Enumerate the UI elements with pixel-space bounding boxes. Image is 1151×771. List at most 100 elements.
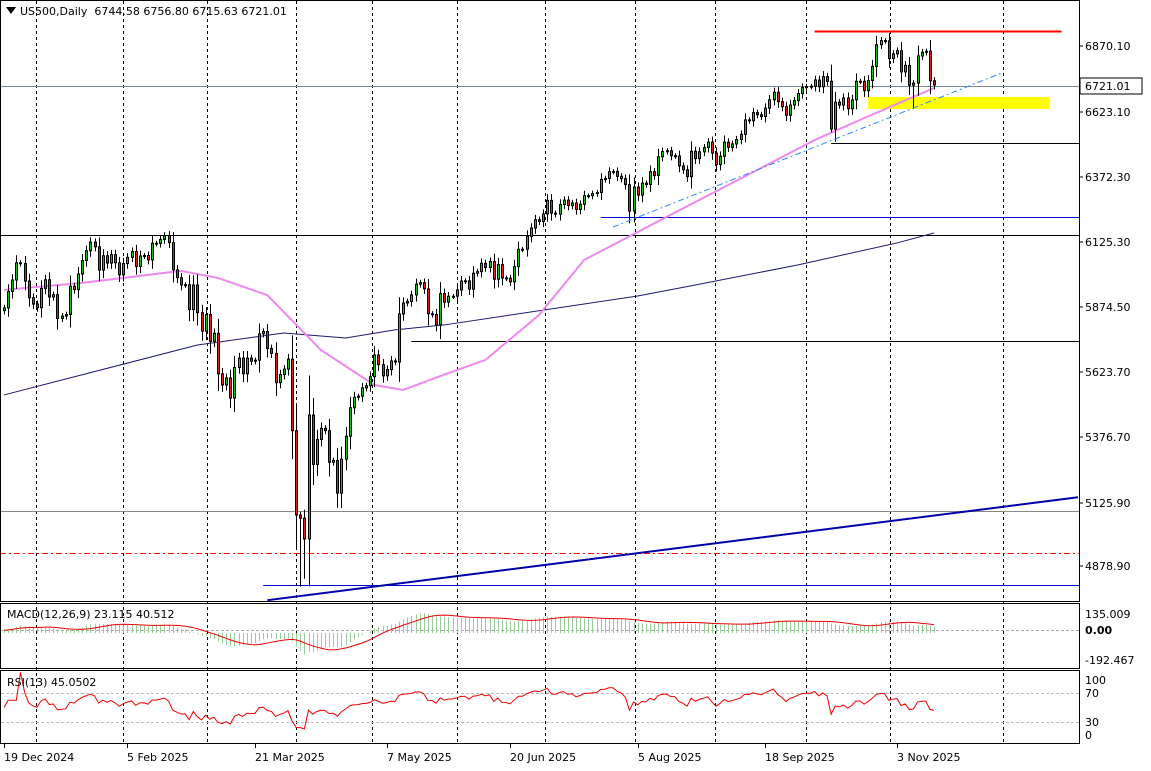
candle (587, 193, 590, 199)
candle (690, 141, 693, 189)
candle (415, 278, 418, 302)
candle-body (209, 313, 212, 342)
candle-body (501, 264, 504, 279)
candle-body (299, 514, 302, 519)
candle-body (118, 262, 121, 276)
candle (246, 351, 249, 383)
candle (410, 290, 413, 307)
candle-body (925, 50, 928, 53)
current-price-label: 6721.01 (1085, 80, 1131, 93)
candle-body (410, 294, 413, 302)
rsi-tick-label: 30 (1085, 716, 1099, 729)
candle-body (242, 357, 245, 375)
candle-body (797, 93, 800, 102)
candle (822, 71, 825, 94)
candle (814, 75, 817, 92)
candle-body (896, 50, 899, 55)
candle-body (19, 262, 22, 265)
candle-body (633, 186, 636, 212)
close-value: 6721.01 (241, 5, 287, 18)
candle (884, 38, 887, 44)
candle-body (851, 99, 854, 110)
candle-body (275, 352, 278, 384)
candle-body (526, 235, 529, 250)
candle (390, 356, 393, 376)
candle (361, 383, 364, 403)
candle-body (361, 387, 364, 397)
candle (52, 291, 55, 301)
candle (513, 259, 516, 291)
candle-body (131, 251, 134, 258)
candle (118, 256, 121, 282)
candle-body (373, 354, 376, 378)
candle-body (563, 199, 566, 206)
trend-line (267, 496, 1079, 601)
candle-body (723, 141, 726, 157)
candle (571, 199, 574, 210)
candle (851, 94, 854, 115)
candle-body (61, 315, 64, 319)
candle-body (921, 51, 924, 57)
candle (139, 250, 142, 274)
dropdown-triangle-icon[interactable] (6, 7, 16, 14)
candle-body (345, 435, 348, 460)
candle (151, 235, 154, 269)
candle-body (201, 312, 204, 332)
candle (365, 382, 368, 392)
candle-body (266, 330, 269, 349)
candle (225, 373, 228, 391)
candle (435, 309, 438, 332)
candle-body (542, 213, 545, 223)
candle (756, 109, 759, 119)
candle-body (28, 280, 31, 299)
candle-body (842, 97, 845, 106)
candle-body (192, 284, 195, 311)
candle (489, 257, 492, 273)
candle-body (447, 295, 450, 303)
candle (801, 83, 804, 99)
candle (303, 509, 306, 579)
candle (666, 148, 669, 155)
time-tick-label: 18 Sep 2025 (765, 751, 835, 764)
high-value: 6756.80 (143, 5, 189, 18)
candle (19, 260, 22, 267)
price-tick-label: 5125.90 (1085, 497, 1131, 510)
candle-body (427, 288, 430, 315)
candle-body (674, 155, 677, 158)
candle (69, 275, 72, 328)
candle (159, 236, 162, 248)
candle (102, 249, 105, 279)
candle (357, 393, 360, 401)
candle-body (814, 79, 817, 87)
candle-body (312, 414, 315, 465)
candle-body (155, 242, 158, 245)
candle (855, 73, 858, 110)
candle (694, 146, 697, 165)
candle-body (279, 374, 282, 384)
candle (505, 275, 508, 282)
candle (929, 40, 932, 95)
candle (612, 168, 615, 175)
candle (332, 457, 335, 466)
candle (24, 255, 27, 291)
candle (143, 252, 146, 259)
candle (847, 92, 850, 116)
candle (349, 396, 352, 450)
candle-body (139, 255, 142, 267)
candle (805, 83, 808, 91)
candle-body (785, 106, 788, 116)
candle-body (875, 44, 878, 67)
candle (620, 173, 623, 183)
candle (147, 251, 150, 265)
candle (497, 257, 500, 288)
candle-body (48, 279, 51, 298)
rsi-line (3, 672, 935, 730)
candle-body (805, 86, 808, 89)
candle-body (517, 248, 520, 268)
time-tick-label: 19 Dec 2024 (4, 751, 74, 764)
candle (563, 196, 566, 209)
candle (283, 365, 286, 380)
candle (600, 173, 603, 201)
candle-body (287, 358, 290, 370)
